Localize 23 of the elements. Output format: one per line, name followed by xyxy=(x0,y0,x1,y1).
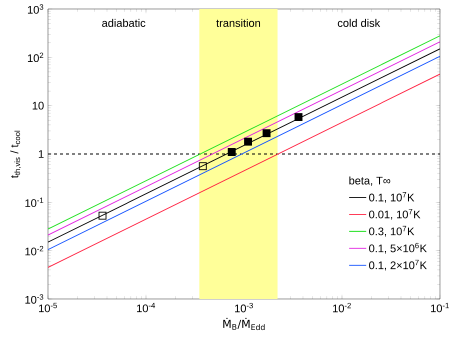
x-tick-label: 10$^{-5}$ xyxy=(39,302,57,312)
y-tick-label: 10$^{2}$ xyxy=(28,52,44,62)
x-tick-label: 10$^{-2}$ xyxy=(333,302,351,312)
annotation: cold disk xyxy=(338,18,380,27)
y-tick-label: 1 xyxy=(38,150,44,158)
band-label: transition xyxy=(216,18,260,27)
legend-label: 0.01, 10$^{7}$K xyxy=(369,208,420,220)
x-tick-label: 10$^{-4}$ xyxy=(137,302,156,312)
y-tick-label: 10$^{-1}$ xyxy=(25,198,44,208)
legend-label: 0.3, 10$^{7}$K xyxy=(369,226,414,237)
y-tick-label: 10 xyxy=(32,102,44,110)
legend-label: 0.1, 10$^{7}$K xyxy=(369,192,414,203)
legend-title: beta, T∞ xyxy=(349,176,390,186)
y-tick-label: 10$^{3}$ xyxy=(28,4,44,14)
x-tick-label: 10$^{-3}$ xyxy=(235,302,253,312)
x-tick-label: 10$^{-1}$ xyxy=(431,302,449,312)
y-axis-title: t$_{th,vis}$ / t$_{cool}$ xyxy=(10,130,22,178)
y-tick-label: 10$^{-2}$ xyxy=(25,246,44,256)
annotation: adiabatic xyxy=(102,18,146,27)
x-axis-title: Ṁ$_{B}$/Ṁ$_{Edd}$ xyxy=(223,318,265,330)
legend-label: 0.1, 2×10$^{7}$K xyxy=(369,260,427,271)
y-tick-label: 10$^{-3}$ xyxy=(25,294,44,304)
legend-label: 0.1, 5×10$^{6}$K xyxy=(369,242,427,254)
